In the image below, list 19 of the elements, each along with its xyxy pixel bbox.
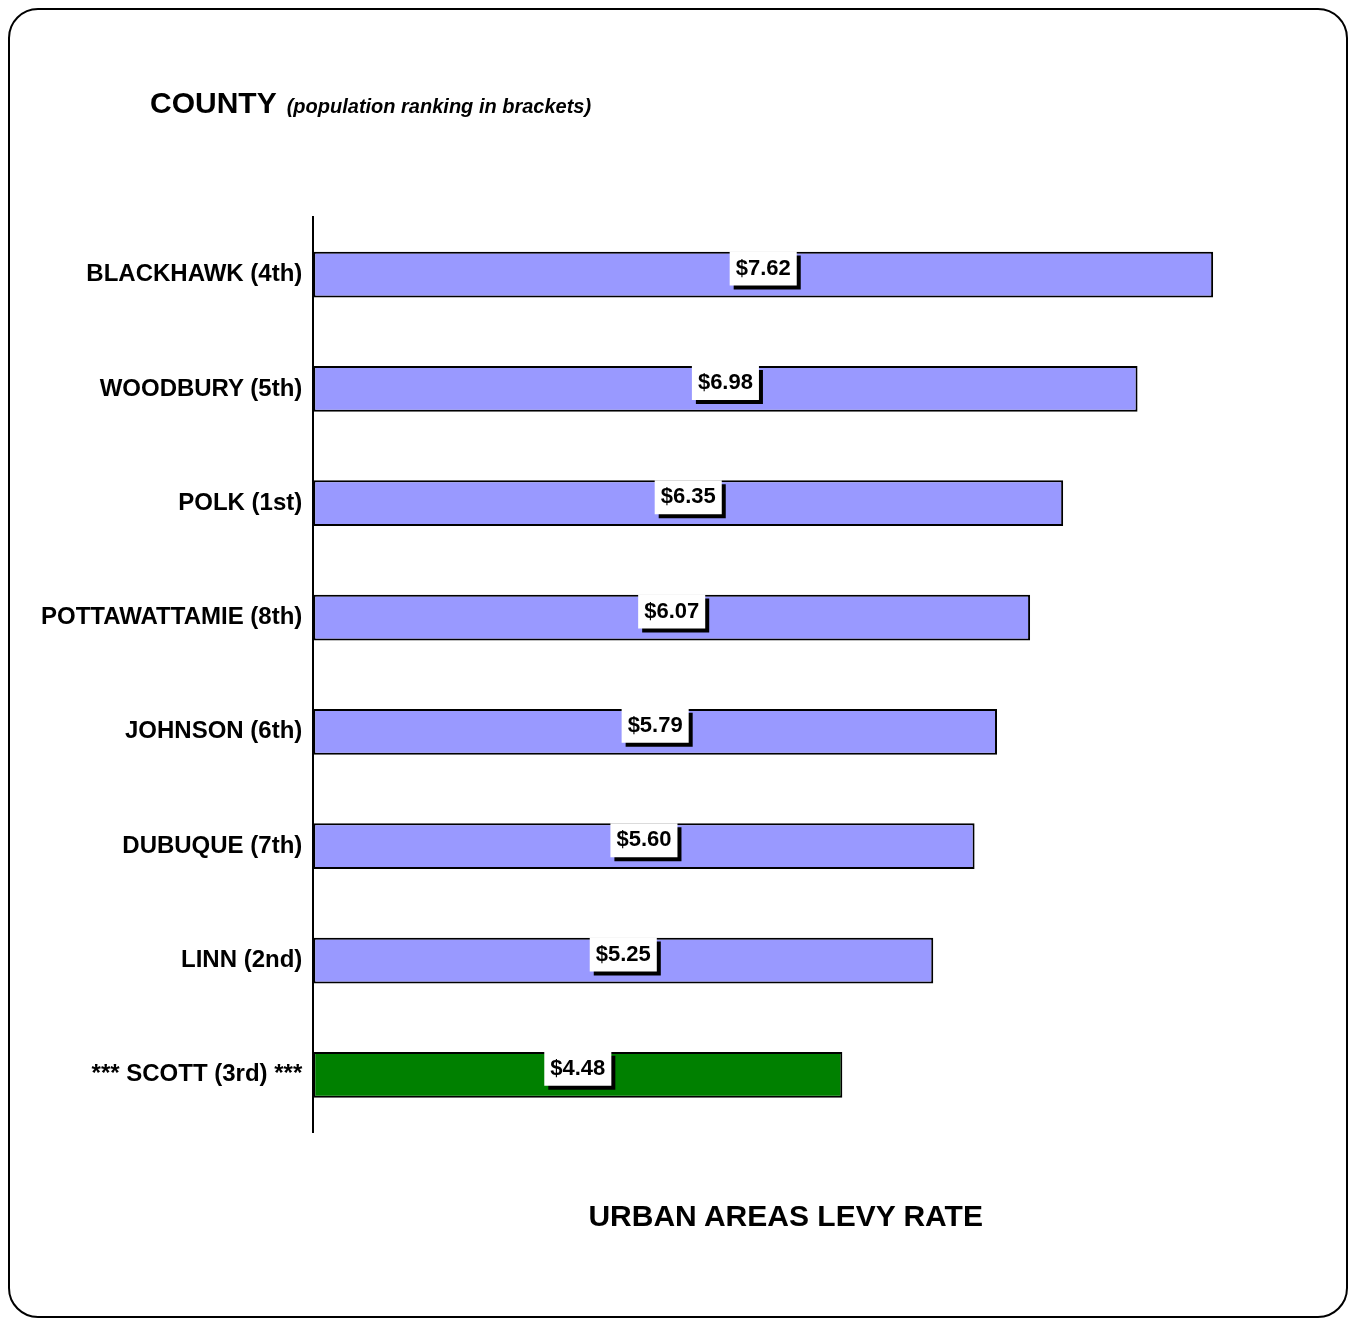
chart-title: COUNTY — [150, 86, 277, 119]
y-tick-label: LINN (2nd) — [180, 945, 303, 973]
data-label: $6.07 — [644, 597, 700, 623]
data-label: $7.62 — [735, 254, 791, 280]
y-tick-label: WOODBURY (5th) — [99, 373, 303, 401]
y-tick-label: POTTAWATTAMIE (8th) — [41, 602, 303, 630]
data-label: $6.35 — [660, 483, 716, 509]
y-tick-label: *** SCOTT (3rd) *** — [91, 1059, 303, 1087]
y-tick-label: JOHNSON (6th) — [124, 716, 303, 744]
y-tick-label: POLK (1st) — [178, 487, 303, 515]
data-label: $5.60 — [616, 826, 672, 852]
data-label: $6.98 — [697, 368, 753, 394]
data-label: $4.48 — [550, 1054, 606, 1080]
chart-subtitle: (population ranking in brackets) — [286, 95, 592, 117]
y-tick-label: BLACKHAWK (4th) — [86, 259, 303, 287]
data-label: $5.25 — [595, 940, 651, 966]
y-tick-label: DUBUQUE (7th) — [122, 830, 303, 858]
x-axis-title: URBAN AREAS LEVY RATE — [588, 1199, 983, 1233]
data-label: $5.79 — [627, 711, 683, 737]
